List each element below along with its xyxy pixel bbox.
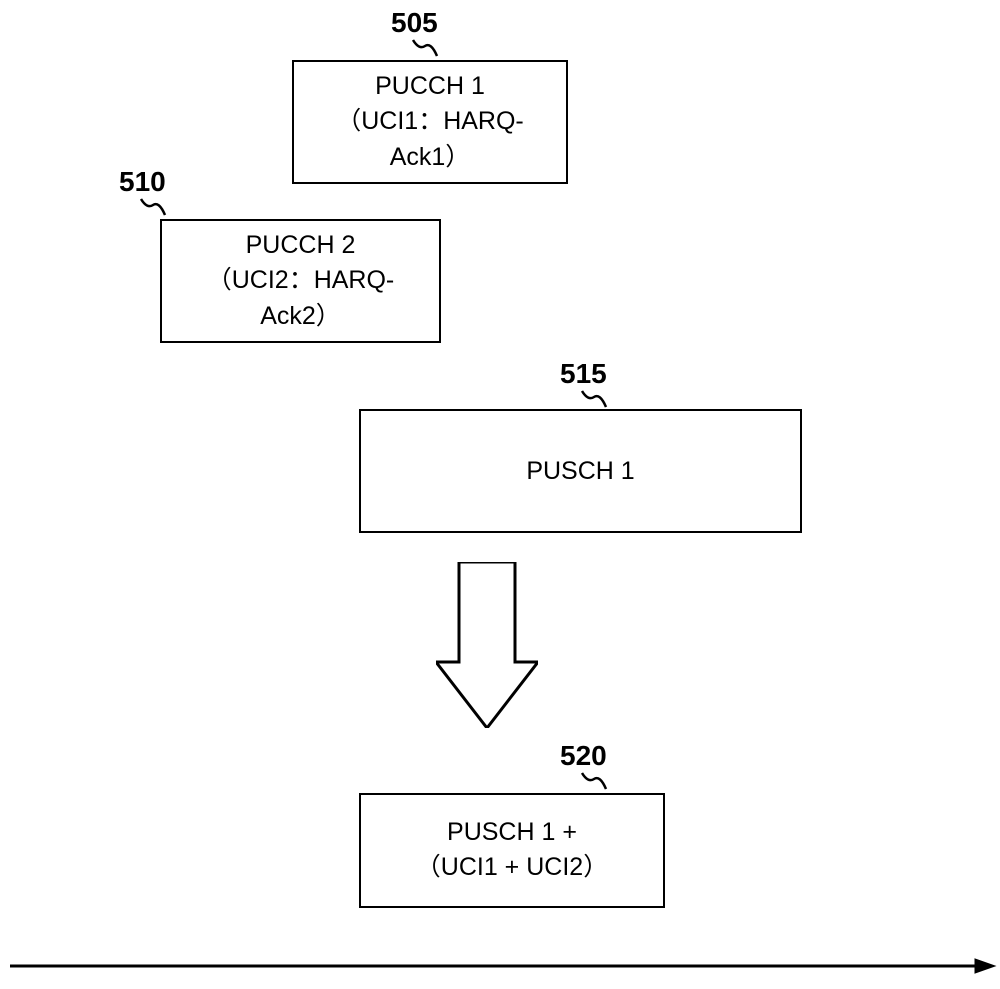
down-arrow-icon: [436, 562, 538, 728]
box-pusch1-combined: PUSCH 1 + （UCI1 + UCI2）: [359, 793, 665, 908]
box-pucch1-line2: （UCI1：HARQ-: [336, 101, 524, 137]
box-pucch1-line3: Ack1）: [390, 137, 471, 173]
box-pucch2-line1: PUCCH 2: [246, 231, 356, 260]
ref-label-515: 515: [560, 358, 607, 390]
box-pucch2-line2: （UCI2：HARQ-: [207, 260, 395, 296]
box-pusch1-combined-line2: （UCI1 + UCI2）: [416, 847, 608, 883]
box-pucch2-line3: Ack2）: [260, 296, 341, 332]
tilde-515: [580, 387, 610, 411]
box-pucch1-line1: PUCCH 1: [375, 72, 485, 101]
ref-label-505: 505: [391, 7, 438, 39]
tilde-505: [411, 36, 441, 60]
box-pusch1-combined-line1: PUSCH 1 +: [447, 818, 577, 847]
box-pusch1-line1: PUSCH 1: [526, 457, 634, 486]
box-pusch1: PUSCH 1: [359, 409, 802, 533]
tilde-510: [139, 195, 169, 219]
timeline-arrow-icon: [0, 952, 1000, 982]
box-pucch2: PUCCH 2 （UCI2：HARQ- Ack2）: [160, 219, 441, 343]
ref-label-520: 520: [560, 740, 607, 772]
box-pucch1: PUCCH 1 （UCI1：HARQ- Ack1）: [292, 60, 568, 184]
ref-label-510: 510: [119, 166, 166, 198]
tilde-520: [580, 769, 610, 793]
